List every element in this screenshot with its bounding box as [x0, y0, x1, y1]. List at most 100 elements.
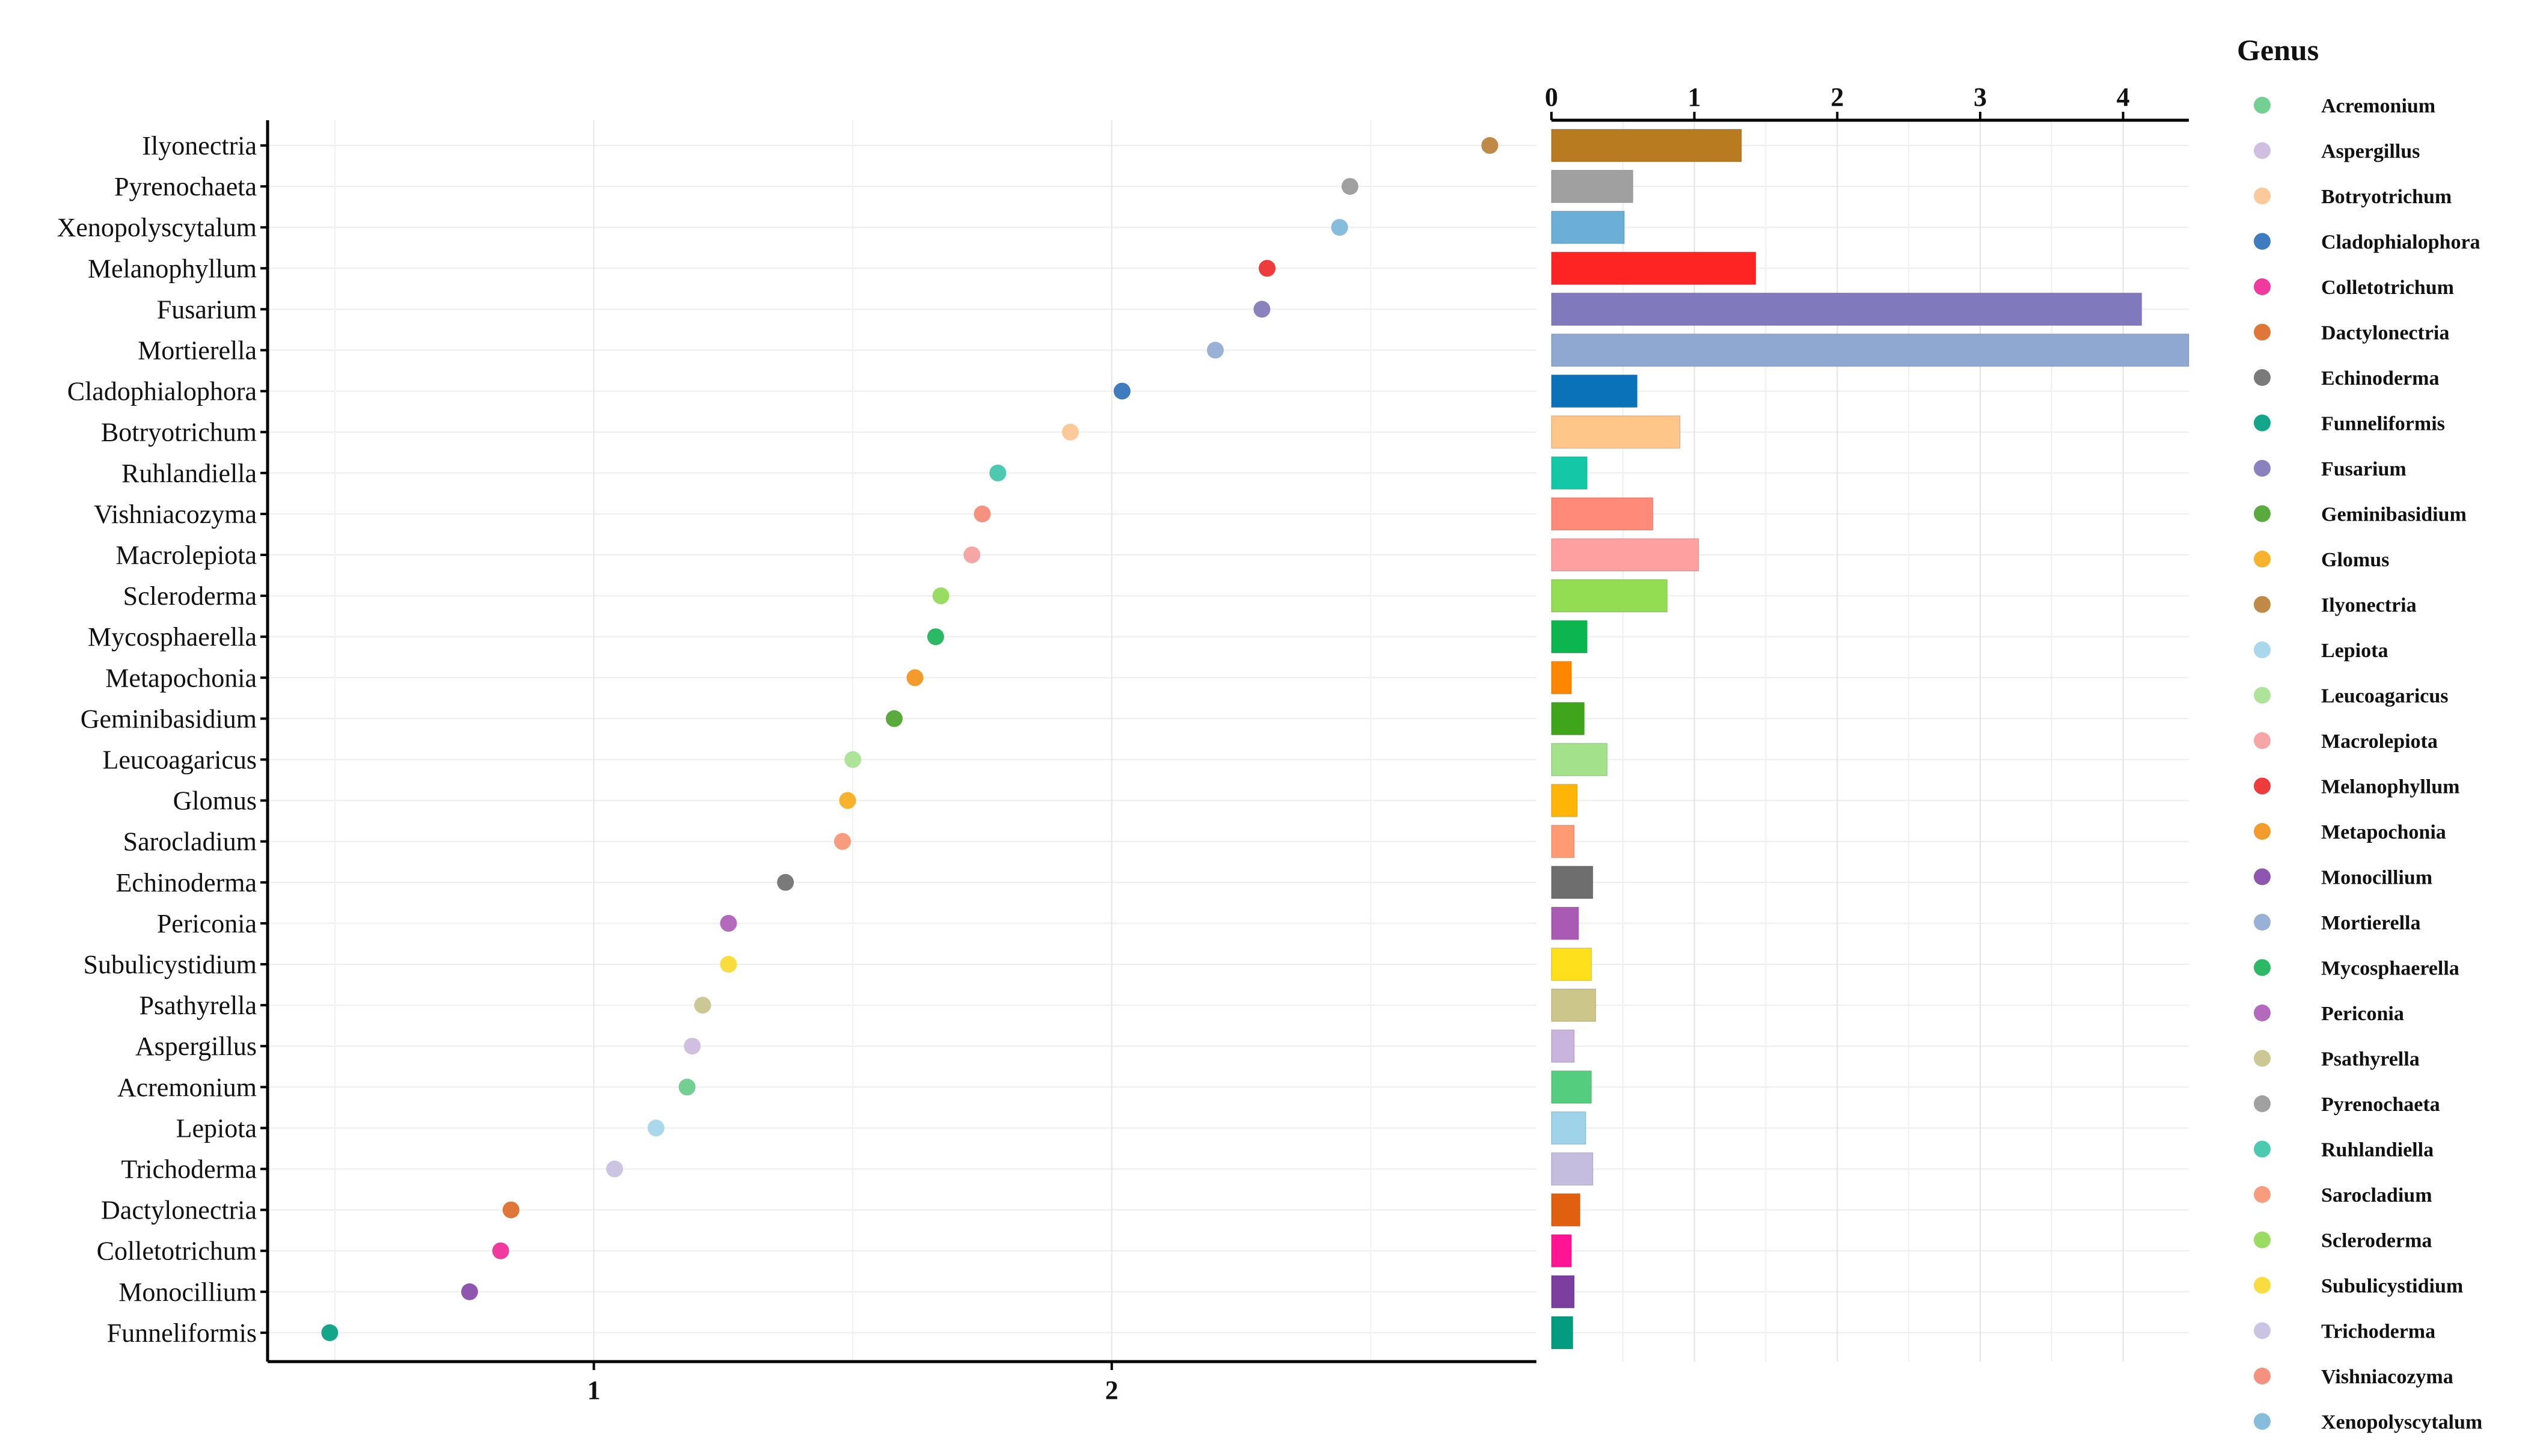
legend-swatch-cladophialophora: [2254, 233, 2271, 250]
genus-label: Colletotrichum: [97, 1237, 257, 1266]
dot-colletotrichum: [492, 1242, 509, 1259]
bar-psathyrella: [1551, 988, 1597, 1022]
legend-swatch-scleroderma: [2254, 1231, 2271, 1249]
legend-swatch-mortierella: [2254, 914, 2271, 931]
genus-label: Sarocladium: [123, 827, 257, 857]
dot-metapochonia: [906, 669, 924, 687]
legend-label-cladophialophora: Cladophialophora: [2321, 231, 2480, 254]
genus-label: Subulicystidium: [84, 950, 257, 979]
bar-lepiota: [1551, 1111, 1586, 1145]
genus-label: Trichoderma: [121, 1155, 257, 1184]
legend-swatch-psathyrella: [2254, 1050, 2271, 1067]
genus-label: Cladophialophora: [67, 377, 257, 406]
legend-label-periconia: Periconia: [2321, 1003, 2404, 1025]
legend-swatch-geminibasidium: [2254, 505, 2271, 522]
dot-aspergillus: [684, 1038, 701, 1055]
legend-swatch-colletotrichum: [2254, 278, 2271, 295]
dot-psathyrella: [694, 997, 711, 1014]
legend: Genus Acremonium Aspergillus Botryotrichum…: [2237, 33, 2482, 1434]
bar-leucoagaricus: [1551, 742, 1608, 777]
legend-label-lepiota: Lepiota: [2321, 640, 2388, 662]
genus-label: Leucoagaricus: [102, 745, 257, 775]
bar-pyrenochaeta: [1551, 170, 1634, 203]
bar-echinoderma: [1551, 866, 1594, 899]
bar-mortierella: [1551, 333, 2189, 367]
dot-glomus: [839, 792, 856, 809]
genus-label: Glomus: [173, 786, 257, 816]
dot-mortierella: [1207, 341, 1224, 359]
bar-x-tick-label: 0: [1545, 82, 1558, 112]
bar-macrolepiota: [1551, 538, 1699, 572]
dot-funneliformis: [321, 1324, 339, 1341]
axis-layer: 1 2 0 1 2 3 4: [260, 82, 2189, 1405]
dot-plot-panel: [321, 137, 1499, 1341]
bar-acremonium: [1551, 1070, 1592, 1104]
legend-swatch-pyrenochaeta: [2254, 1095, 2271, 1112]
bar-geminibasidium: [1551, 702, 1585, 736]
legend-label-mycosphaerella: Mycosphaerella: [2321, 958, 2459, 980]
legend-swatch-mycosphaerella: [2254, 959, 2271, 976]
legend-swatch-macrolepiota: [2254, 732, 2271, 749]
dot-echinoderma: [777, 873, 794, 891]
legend-swatch-melanophyllum: [2254, 777, 2271, 795]
genus-label: Echinoderma: [115, 868, 257, 898]
genus-label: Dactylonectria: [101, 1196, 257, 1225]
legend-label-funneliformis: Funneliformis: [2321, 413, 2445, 435]
dot-acremonium: [678, 1078, 696, 1096]
legend-label-geminibasidium: Geminibasidium: [2321, 504, 2467, 526]
dot-x-tick-label: 2: [1105, 1375, 1118, 1405]
legend-label-aspergillus: Aspergillus: [2321, 141, 2420, 163]
legend-label-subulicystidium: Subulicystidium: [2321, 1275, 2463, 1297]
genus-label: Metapochonia: [105, 663, 257, 693]
legend-label-glomus: Glomus: [2321, 549, 2389, 571]
legend-swatch-vishniacozyma: [2254, 1368, 2271, 1384]
dot-leucoagaricus: [844, 751, 862, 768]
bar-x-tick-label: 2: [1830, 82, 1844, 112]
bar-trichoderma: [1551, 1152, 1594, 1186]
genus-label: Mortierella: [138, 336, 257, 366]
legend-swatch-lepiota: [2254, 641, 2271, 658]
legend-label-leucoagaricus: Leucoagaricus: [2321, 685, 2449, 708]
bar-mycosphaerella: [1551, 620, 1588, 653]
legend-label-fusarium: Fusarium: [2321, 458, 2407, 480]
bar-cladophialophora: [1551, 374, 1638, 408]
dot-dactylonectria: [502, 1201, 520, 1219]
bar-monocillium: [1551, 1275, 1575, 1309]
dot-subulicystidium: [720, 956, 737, 973]
legend-label-xenopolyscytalum: Xenopolyscytalum: [2321, 1412, 2482, 1434]
legend-swatch-acremonium: [2254, 97, 2271, 114]
legend-swatch-dactylonectria: [2254, 323, 2271, 341]
legend-label-colletotrichum: Colletotrichum: [2321, 277, 2454, 299]
genus-label: Psathyrella: [139, 991, 257, 1020]
legend-label-macrolepiota: Macrolepiota: [2321, 730, 2438, 753]
legend-swatch-leucoagaricus: [2254, 687, 2271, 704]
legend-swatch-monocillium: [2254, 868, 2271, 886]
genus-label: Monocillium: [118, 1277, 257, 1307]
genus-label: Fusarium: [157, 295, 257, 324]
dot-macrolepiota: [963, 546, 981, 563]
legend-swatch-periconia: [2254, 1005, 2271, 1021]
dot-ilyonectria: [1481, 137, 1499, 154]
legend-label-psathyrella: Psathyrella: [2321, 1048, 2420, 1071]
bar-periconia: [1551, 907, 1579, 940]
bar-x-tick-label: 1: [1688, 82, 1701, 112]
dot-fusarium: [1253, 301, 1271, 318]
dot-trichoderma: [606, 1160, 624, 1178]
legend-label-pyrenochaeta: Pyrenochaeta: [2321, 1094, 2440, 1116]
legend-swatch-echinoderma: [2254, 369, 2271, 386]
genus-label: Scleroderma: [123, 581, 257, 611]
dot-mycosphaerella: [927, 628, 944, 646]
genus-label: Melanophyllum: [88, 254, 257, 283]
bar-dactylonectria: [1551, 1193, 1581, 1227]
genus-label: Mycosphaerella: [88, 622, 257, 652]
legend-swatch-ruhlandiella: [2254, 1140, 2271, 1158]
legend-label-ruhlandiella: Ruhlandiella: [2321, 1139, 2434, 1161]
genus-label: Vishniacozyma: [94, 500, 257, 529]
dot-geminibasidium: [886, 710, 903, 727]
legend-swatch-botryotrichum: [2254, 188, 2271, 204]
bar-x-tick-label: 3: [1974, 82, 1987, 112]
bar-vishniacozyma: [1551, 497, 1654, 531]
dot-pyrenochaeta: [1341, 178, 1358, 195]
bar-x-tick-label: 4: [2117, 82, 2130, 112]
